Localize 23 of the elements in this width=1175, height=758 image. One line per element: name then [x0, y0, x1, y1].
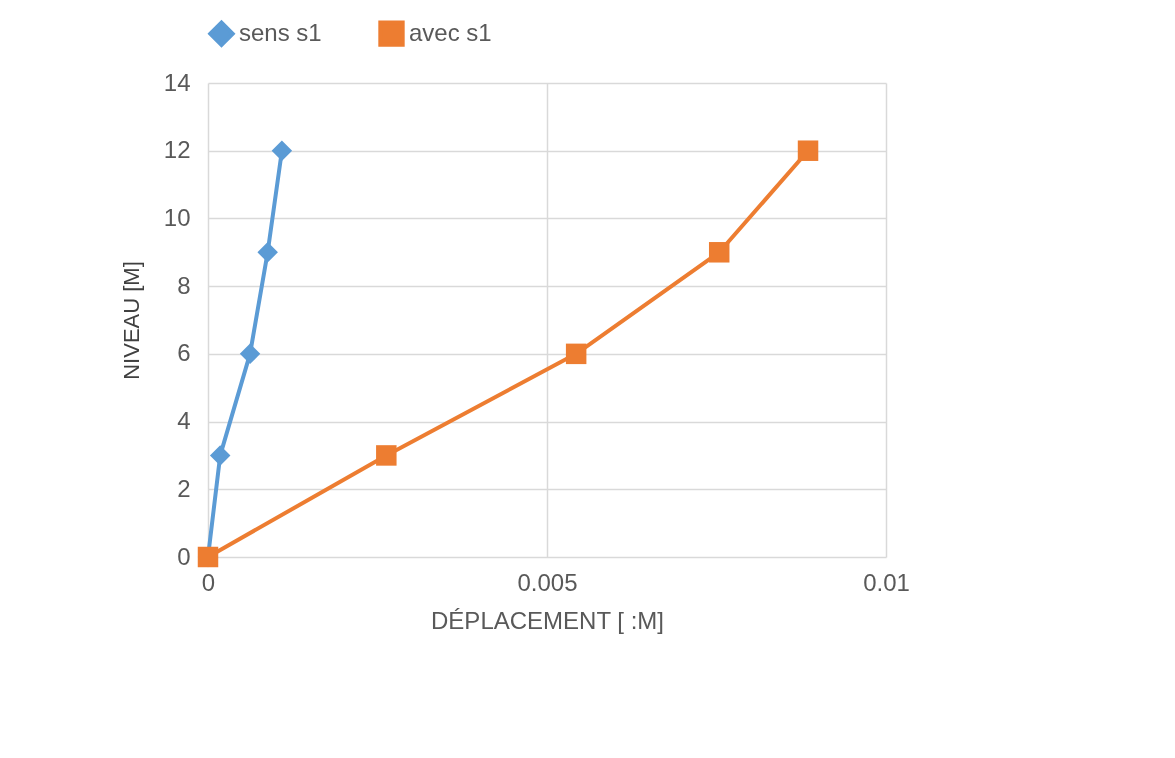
point	[708, 242, 730, 263]
y-tick-label: 10	[163, 203, 191, 231]
y-tick-label: 12	[163, 136, 191, 164]
y-tick-label: 6	[177, 339, 191, 367]
x-axis-title: DÉPLACEMENT [ :M]	[431, 606, 664, 634]
legend-label: sens s1	[239, 18, 322, 46]
point	[271, 140, 293, 161]
y-tick-label: 8	[177, 271, 191, 299]
legend-label: avec s1	[409, 18, 492, 46]
y-tick-label: 14	[163, 68, 191, 96]
y-tick-label: 4	[177, 407, 191, 435]
point	[797, 140, 819, 161]
point	[376, 445, 397, 466]
y-tick-label: 2	[177, 474, 191, 502]
x-tick-label: 0.005	[517, 568, 578, 596]
y-tick-label: 0	[177, 542, 191, 570]
y-axis-title: NIVEAU [M]	[118, 261, 144, 380]
point	[239, 343, 261, 365]
x-tick-label: 0.01	[863, 568, 910, 596]
point	[257, 242, 278, 263]
point	[209, 445, 231, 466]
x-tick-label: 0	[201, 568, 216, 596]
point	[565, 343, 587, 365]
